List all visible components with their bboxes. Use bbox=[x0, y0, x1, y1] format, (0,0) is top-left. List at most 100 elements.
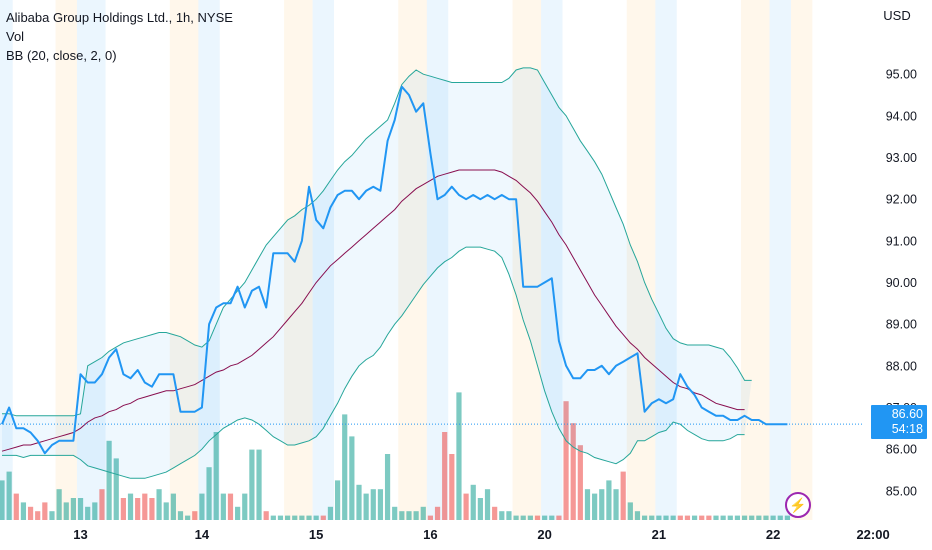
volume-bar bbox=[527, 515, 533, 520]
volume-bar bbox=[92, 502, 98, 520]
volume-bar bbox=[334, 480, 341, 520]
x-tick-label: 22 bbox=[766, 527, 780, 542]
volume-bar bbox=[513, 515, 519, 520]
volume-bar bbox=[35, 511, 41, 520]
session-band-pre bbox=[312, 0, 335, 520]
volume-bar bbox=[542, 515, 548, 520]
volume-bar bbox=[85, 506, 91, 520]
session-band-post bbox=[740, 0, 770, 520]
volume-bar bbox=[27, 506, 34, 520]
session-band-pre bbox=[426, 0, 449, 520]
volume-bar bbox=[442, 432, 448, 520]
session-band-post bbox=[626, 0, 656, 520]
x-tick-label: 22:00 bbox=[856, 527, 889, 542]
volume-bar bbox=[713, 515, 719, 520]
volume-bar bbox=[549, 515, 555, 520]
bar-countdown: 54:18 bbox=[891, 422, 923, 436]
volume-bar bbox=[392, 506, 398, 520]
volume-bar bbox=[734, 515, 741, 520]
y-axis[interactable]: USD 95.00 94.00 93.00 92.00 91.00 90.00 89.00 88… bbox=[862, 0, 932, 550]
y-tick-label: 91.00 bbox=[886, 234, 917, 248]
volume-bar bbox=[413, 511, 419, 520]
x-axis[interactable]: 13 14 15 16 20 21 22 22:00 bbox=[0, 520, 890, 550]
volume-bar bbox=[456, 392, 462, 520]
x-axis-background bbox=[0, 520, 862, 550]
volume-bar bbox=[470, 484, 476, 520]
volume-bar bbox=[113, 458, 119, 520]
volume-bar bbox=[227, 493, 234, 520]
volume-bar bbox=[120, 498, 126, 520]
volume-bar bbox=[163, 502, 169, 520]
session-band-post bbox=[55, 0, 77, 520]
volume-bar bbox=[691, 515, 698, 520]
volume-bar bbox=[299, 515, 305, 520]
volume-bar bbox=[684, 515, 691, 520]
volume-bar bbox=[49, 511, 55, 520]
volume-bar bbox=[727, 515, 733, 520]
volume-bar bbox=[127, 493, 134, 520]
volume-bar bbox=[377, 489, 384, 520]
volume-bar bbox=[449, 454, 455, 520]
volume-bar bbox=[499, 511, 505, 520]
volume-bar bbox=[99, 489, 105, 520]
volume-bar bbox=[6, 471, 12, 520]
legend-vol[interactable]: Vol bbox=[6, 29, 25, 44]
x-tick-label: 16 bbox=[423, 527, 437, 542]
volume-bar bbox=[420, 506, 426, 520]
volume-bar bbox=[192, 511, 198, 520]
volume-bar bbox=[242, 493, 248, 520]
volume-bar bbox=[327, 506, 334, 520]
bb-basis-line bbox=[1, 169, 745, 452]
volume-bar bbox=[763, 515, 769, 520]
volume-bar bbox=[634, 511, 641, 520]
bollinger-bands bbox=[1, 67, 752, 479]
volume-bar bbox=[206, 467, 212, 520]
volume-bar bbox=[670, 515, 676, 520]
lightning-icon[interactable]: ⚡ bbox=[785, 492, 811, 518]
volume-bar bbox=[770, 515, 776, 520]
volume-bar bbox=[135, 498, 141, 520]
volume-bar bbox=[170, 493, 176, 520]
y-tick-label: 93.00 bbox=[886, 151, 917, 165]
volume-bar bbox=[756, 515, 762, 520]
y-tick-label: 88.00 bbox=[886, 359, 917, 373]
legend-title[interactable]: Alibaba Group Holdings Ltd., 1h, NYSE bbox=[6, 10, 233, 25]
volume-bar bbox=[656, 515, 662, 520]
volume-bar bbox=[156, 489, 162, 520]
y-tick-label: 90.00 bbox=[886, 276, 917, 290]
volume-bar bbox=[613, 489, 619, 520]
volume-bar bbox=[42, 502, 48, 520]
volume-bar bbox=[563, 401, 569, 520]
bb-lower-line bbox=[2, 246, 745, 479]
x-tick-label: 20 bbox=[537, 527, 551, 542]
volume-bar bbox=[570, 423, 576, 520]
volume-bar bbox=[534, 515, 541, 520]
volume-bar bbox=[506, 511, 512, 520]
session-band-post bbox=[284, 0, 313, 520]
volume-bar bbox=[142, 493, 148, 520]
volume-bar bbox=[306, 515, 312, 520]
volume-bar bbox=[13, 493, 19, 520]
volume-bar bbox=[620, 471, 626, 520]
volume-bar bbox=[277, 515, 284, 520]
y-tick-label: 86.00 bbox=[886, 443, 917, 457]
volume-bar bbox=[77, 498, 84, 520]
volume-bar bbox=[777, 515, 783, 520]
volume-bar bbox=[556, 515, 562, 520]
volume-bar bbox=[320, 515, 326, 520]
session-band-post bbox=[512, 0, 542, 520]
y-tick-label: 85.00 bbox=[886, 484, 917, 498]
volume-bar bbox=[584, 489, 591, 520]
session-band-pre bbox=[769, 0, 791, 520]
legend-bb[interactable]: BB (20, close, 2, 0) bbox=[6, 48, 117, 63]
volume-bars bbox=[0, 392, 790, 520]
volume-bar bbox=[63, 502, 69, 520]
volume-bar bbox=[356, 484, 362, 520]
volume-bar bbox=[406, 511, 412, 520]
y-axis-unit: USD bbox=[883, 8, 910, 23]
volume-bar bbox=[285, 515, 291, 520]
volume-bar bbox=[263, 511, 269, 520]
volume-bar bbox=[270, 515, 276, 520]
